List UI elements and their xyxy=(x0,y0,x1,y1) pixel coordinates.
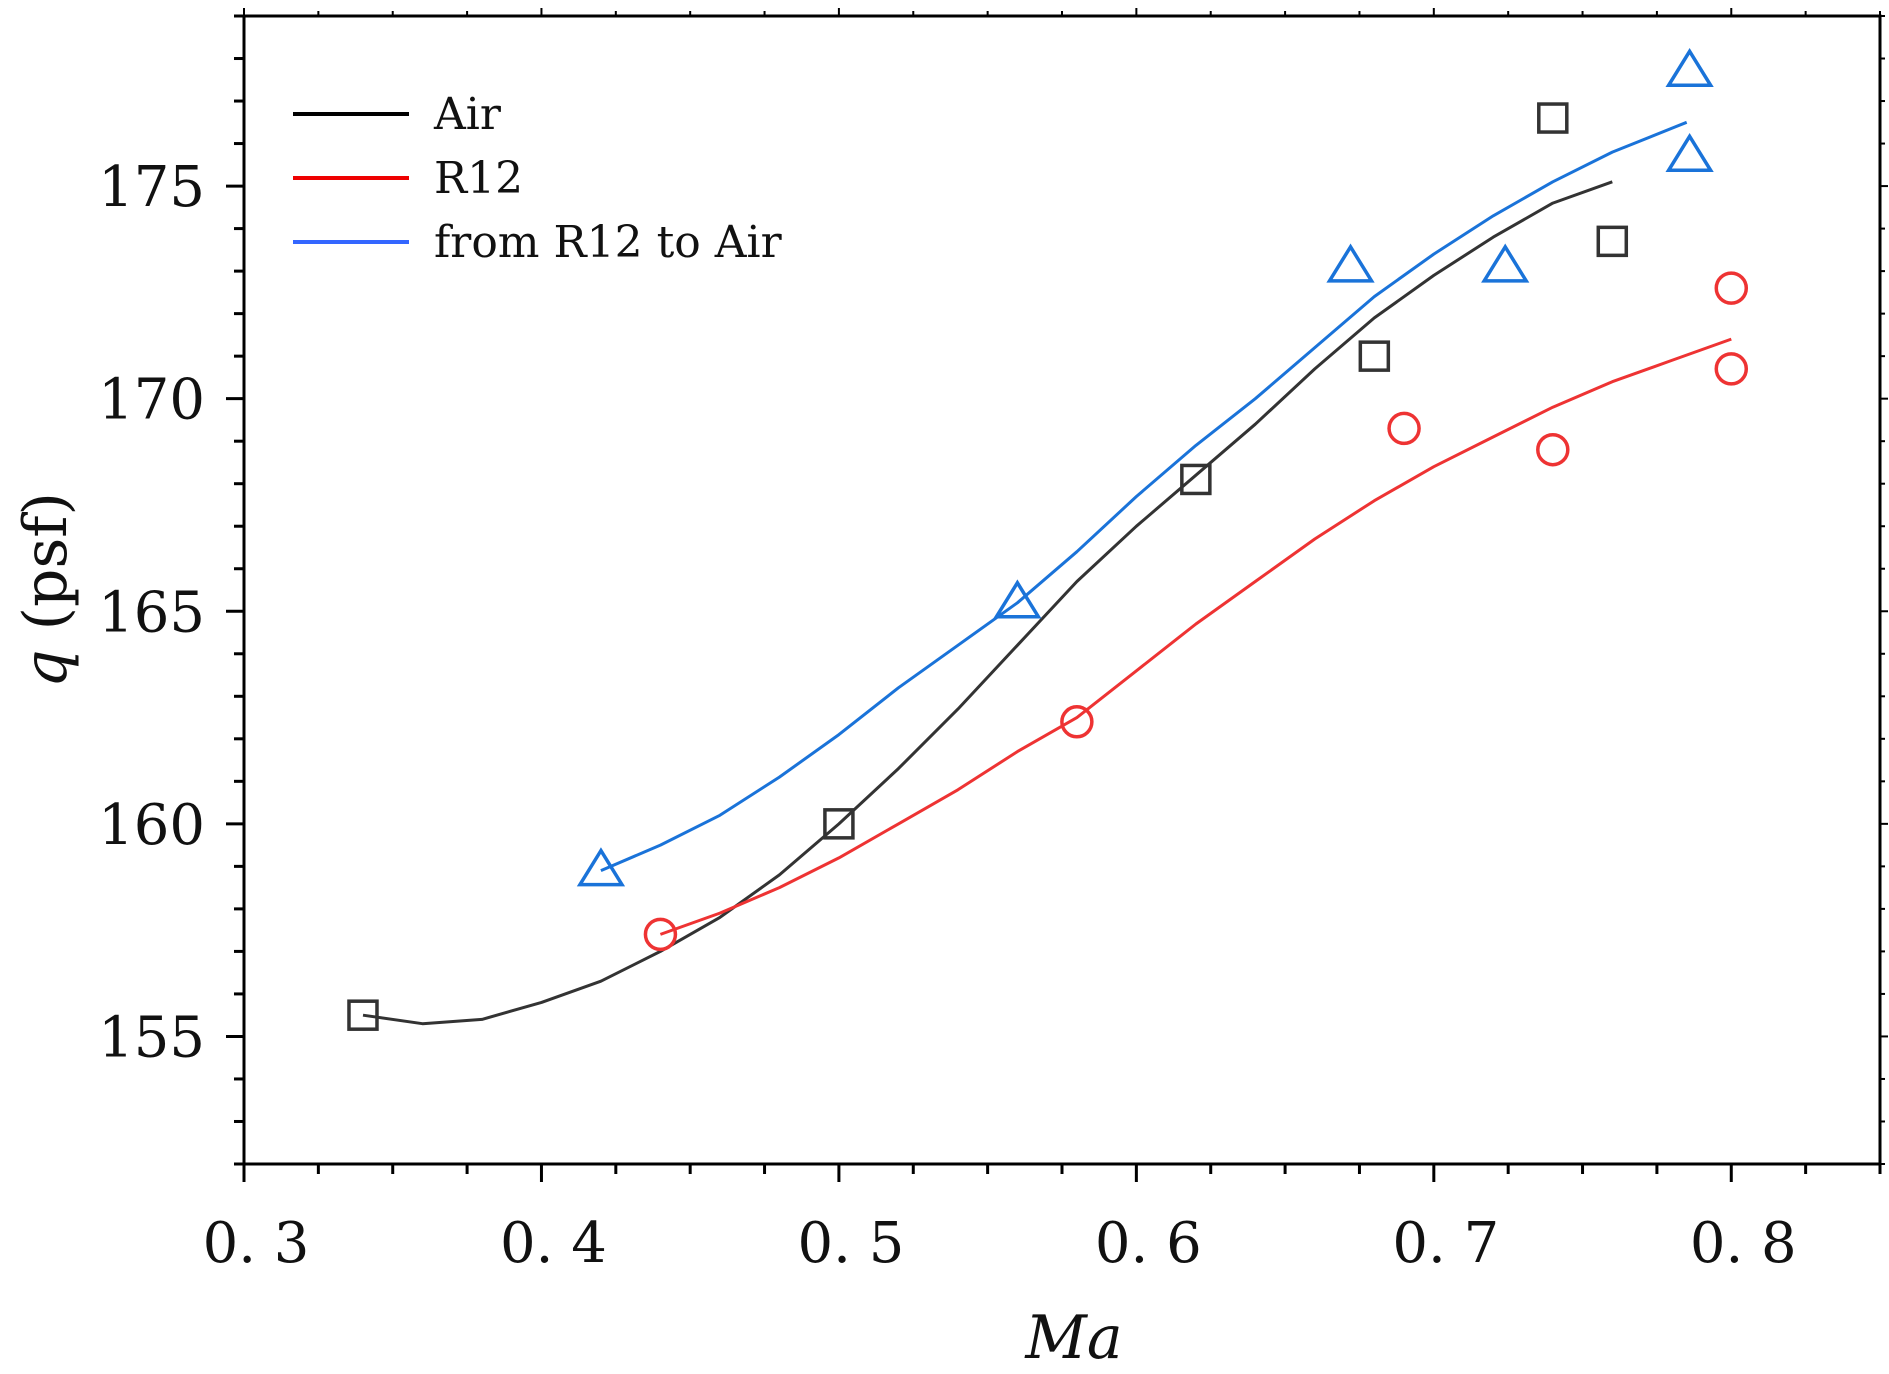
legend-label-r12: R12 xyxy=(434,153,523,204)
y-tick-label: 165 xyxy=(98,580,205,645)
square-marker xyxy=(1537,102,1569,134)
y-axis-title: q (psf) xyxy=(11,492,81,688)
square-marker xyxy=(1358,340,1391,372)
circle-marker xyxy=(1536,432,1570,467)
data-markers xyxy=(347,47,1749,1031)
fit-curves xyxy=(362,120,1732,1026)
triangle-marker xyxy=(576,847,626,887)
y-axis-title-var: q xyxy=(11,649,81,687)
legend-label-from-r12-to-air: from R12 to Air xyxy=(434,217,783,268)
fit-curve-from-r12-to-air xyxy=(600,120,1688,872)
circle-marker xyxy=(1714,352,1749,386)
square-marker xyxy=(347,999,379,1031)
fit-curve-air xyxy=(362,180,1613,1026)
circle-marker xyxy=(1060,705,1094,739)
square-marker xyxy=(1596,225,1629,258)
triangle-marker xyxy=(1326,243,1375,283)
triangle-marker xyxy=(993,579,1042,619)
legend-label-air: Air xyxy=(433,89,502,140)
triangle-marker xyxy=(1665,47,1714,88)
y-tick-label: 175 xyxy=(98,155,205,220)
triangle-marker xyxy=(1481,243,1530,283)
x-tick-label: 0. 8 xyxy=(1690,1211,1797,1276)
x-tick-label: 0. 7 xyxy=(1392,1211,1499,1276)
circle-marker xyxy=(1387,411,1421,446)
circle-marker xyxy=(643,917,678,952)
y-tick-label: 160 xyxy=(98,793,205,858)
square-marker xyxy=(1180,463,1212,496)
axis-ticks: 0. 3 0. 4 0. 5 0. 6 0. 7 0. 8 155 160 165 170 175 xyxy=(98,8,1888,1276)
y-tick-label: 170 xyxy=(98,368,205,433)
x-axis-title: Ma xyxy=(1024,1303,1122,1373)
x-tick-label: 0. 3 xyxy=(203,1211,310,1276)
x-tick-label: 0. 5 xyxy=(797,1211,904,1276)
y-axis-title-unit: (psf) xyxy=(11,492,81,649)
x-tick-label: 0. 4 xyxy=(500,1211,607,1276)
x-tick-label: 0. 6 xyxy=(1095,1211,1202,1276)
square-marker xyxy=(823,808,855,840)
triangle-marker xyxy=(1665,132,1714,173)
circle-marker xyxy=(1714,271,1749,305)
fit-curve-r12 xyxy=(659,337,1732,936)
y-tick-label: 155 xyxy=(98,1005,205,1070)
legend: Air R12 from R12 to Air xyxy=(293,89,783,268)
